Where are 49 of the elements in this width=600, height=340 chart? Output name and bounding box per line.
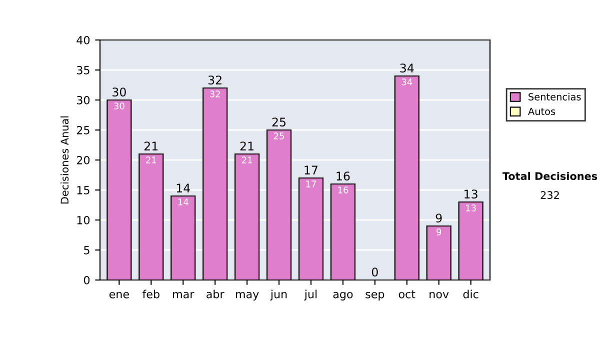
total-label: 30	[112, 88, 126, 97]
data-label: 34	[402, 78, 412, 86]
data-label: 14	[178, 198, 188, 206]
data-label: 16	[338, 186, 348, 194]
y-tick-label: 0	[84, 276, 90, 284]
total-label: 9	[436, 214, 442, 223]
x-tick-label: jul	[304, 290, 317, 300]
total-label: 16	[336, 172, 350, 181]
data-label: 21	[242, 156, 252, 164]
total-label: 21	[144, 142, 158, 150]
x-tick-label: ene	[109, 292, 129, 298]
text: 232	[540, 191, 559, 200]
y-axis-title: Decisiones Anual	[60, 116, 69, 204]
x-tick-label: dic	[463, 290, 478, 298]
y-tick-label: 5	[84, 246, 90, 254]
y-tick-label: 25	[76, 126, 90, 134]
data-label: 25	[274, 132, 284, 140]
total-label: 0	[372, 268, 378, 277]
x-tick-label: nov	[430, 292, 449, 298]
text: Total Decisiones	[502, 172, 598, 180]
data-label: 17	[306, 180, 316, 188]
total-label: 14	[176, 184, 190, 192]
data-label: 21	[146, 156, 156, 164]
legend-label: Sentencias	[528, 92, 581, 100]
x-tick-label: jun	[270, 290, 287, 300]
total-label: 25	[272, 118, 286, 127]
x-tick-label: may	[236, 292, 259, 300]
total-label: 21	[240, 142, 254, 150]
y-tick-label: 20	[76, 156, 90, 164]
x-tick-label: oct	[398, 290, 416, 298]
data-label: 13	[466, 204, 476, 212]
total-label: 13	[464, 190, 478, 199]
data-label: 9	[436, 228, 442, 236]
x-tick-label: mar	[173, 292, 194, 298]
legend-label: Autos	[528, 108, 556, 116]
y-tick-label: 10	[77, 216, 90, 224]
x-tick-label: abr	[206, 290, 224, 298]
total-label: 17	[304, 166, 318, 174]
total-label: 32	[208, 76, 222, 85]
data-label: 32	[210, 90, 220, 98]
y-tick-label: 30	[76, 96, 90, 104]
x-tick-label: ago	[333, 292, 353, 300]
y-tick-label: 40	[76, 36, 90, 44]
x-tick-label: feb	[142, 290, 160, 298]
total-label: 34	[400, 64, 414, 73]
data-label: 30	[114, 102, 124, 110]
y-tick-label: 15	[77, 186, 90, 194]
x-tick-label: sep	[366, 292, 384, 300]
y-tick-label: 35	[76, 66, 90, 74]
